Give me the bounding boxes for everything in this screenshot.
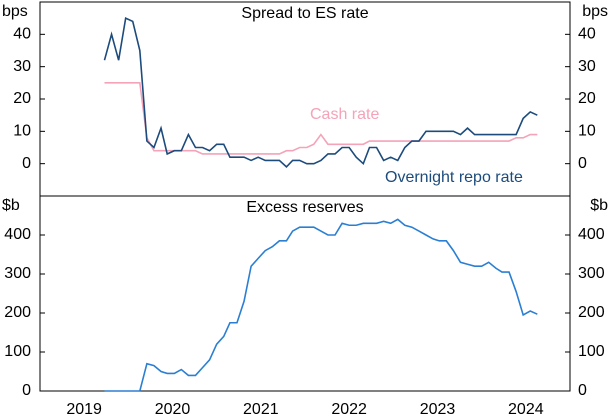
x-tick-label: 2022 [331,401,367,418]
series-line [103,17,538,169]
x-tick-label: 2023 [420,401,456,418]
y-tick-label: 0 [22,155,31,172]
y-tick-label: 30 [13,58,31,75]
y-tick-label: 400 [4,226,31,243]
panel-title: Spread to ES rate [241,5,368,22]
x-tick-label: 2020 [155,401,191,418]
series-line [104,218,538,392]
y-axis-label: $b [2,197,20,214]
y-tick-label-right: 400 [578,226,605,243]
y-tick-label-right: 10 [578,123,596,140]
y-tick-label: 300 [4,265,31,282]
y-tick-label-right: 0 [578,382,587,399]
y-axis-label-right: bps [582,3,608,20]
y-tick-label-right: 20 [578,90,596,107]
y-tick-label: 40 [13,26,31,43]
x-tick-label: 2024 [508,401,544,418]
y-tick-label: 100 [4,343,31,360]
x-tick-label: 2019 [66,401,102,418]
y-axis-label-right: $b [590,197,608,214]
y-axis-label: bps [2,3,28,20]
panel-title: Excess reserves [246,199,363,216]
y-tick-label: 20 [13,90,31,107]
y-tick-label: 200 [4,304,31,321]
y-tick-label-right: 100 [578,343,605,360]
y-tick-label-right: 30 [578,58,596,75]
series-label: Cash rate [310,106,379,123]
y-tick-label-right: 200 [578,304,605,321]
y-tick-label-right: 40 [578,26,596,43]
y-tick-label-right: 300 [578,265,605,282]
y-tick-label: 10 [13,123,31,140]
y-tick-label-right: 0 [578,155,587,172]
x-tick-label: 2021 [243,401,279,418]
series-label: Overnight repo rate [385,169,523,186]
y-tick-label: 0 [22,382,31,399]
